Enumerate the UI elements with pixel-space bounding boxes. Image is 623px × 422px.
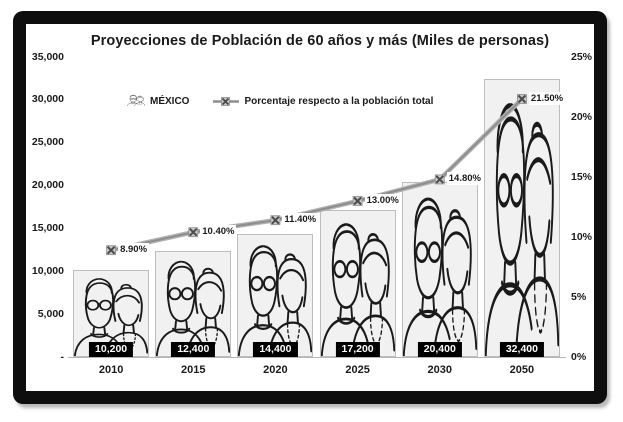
chart-title: Proyecciones de Población de 60 años y m… bbox=[90, 33, 550, 49]
legend-label-percentage: Porcentaje respecto a la población total bbox=[244, 96, 434, 107]
elderly-couple-pictogram bbox=[320, 222, 395, 356]
percentage-data-label: 11.40% bbox=[282, 213, 319, 227]
y-axis-tick-left: 35,000 bbox=[31, 50, 64, 63]
elderly-couple-pictogram bbox=[126, 95, 146, 107]
elderly-couple-icon bbox=[126, 94, 146, 109]
bar-value-label: 10,200 bbox=[89, 342, 134, 357]
elderly-couple-pictogram bbox=[484, 103, 559, 356]
y-axis-tick-right: 15% bbox=[571, 170, 593, 183]
y-axis-tick-left: 20,000 bbox=[31, 179, 64, 192]
y-axis-tick-right: 0% bbox=[571, 350, 587, 363]
elderly-couple-pictogram bbox=[238, 244, 313, 356]
population-bar-2015 bbox=[155, 250, 232, 357]
x-axis-label: 2025 bbox=[345, 364, 370, 376]
percentage-data-label: 14.80% bbox=[446, 172, 483, 186]
x-marker bbox=[270, 215, 281, 226]
y-axis-tick-left: - bbox=[60, 350, 65, 363]
x-marker bbox=[106, 245, 116, 256]
bar-value-label: 17,200 bbox=[335, 342, 380, 357]
y-axis-tick-right: 5% bbox=[571, 290, 587, 303]
x-axis-label: 2020 bbox=[263, 364, 288, 376]
x-marker bbox=[188, 227, 199, 238]
chart-legend: MÉXICO Porcentaje respecto a la població… bbox=[126, 94, 433, 109]
percentage-data-label: 10.40% bbox=[200, 225, 237, 239]
y-axis-tick-left: 10,000 bbox=[31, 264, 64, 277]
x-axis-label: 2015 bbox=[181, 364, 206, 376]
legend-label-mexico: MÉXICO bbox=[150, 96, 190, 107]
x-marker bbox=[352, 196, 363, 206]
x-axis-line bbox=[68, 357, 566, 359]
bar-value-label: 20,400 bbox=[417, 342, 462, 357]
y-axis-tick-left: 15,000 bbox=[31, 221, 64, 234]
percentage-data-label: 21.50% bbox=[528, 92, 566, 105]
line-marker-icon bbox=[213, 96, 240, 107]
bar-value-label: 12,400 bbox=[171, 342, 216, 357]
population-bar-2030 bbox=[401, 182, 478, 357]
bar-value-label: 32,400 bbox=[499, 342, 544, 357]
x-axis-label: 2030 bbox=[427, 364, 452, 376]
percentage-data-label: 8.90% bbox=[118, 243, 150, 257]
bar-value-label: 14,400 bbox=[253, 342, 298, 357]
y-axis-tick-right: 10% bbox=[571, 230, 593, 243]
y-axis-tick-left: 5,000 bbox=[37, 307, 64, 320]
population-bar-2020 bbox=[237, 233, 314, 357]
elderly-couple-pictogram bbox=[402, 197, 477, 356]
population-bar-2050 bbox=[483, 79, 560, 357]
y-axis-tick-left: 25,000 bbox=[31, 136, 64, 149]
x-axis-label: 2050 bbox=[509, 364, 535, 376]
y-axis-tick-left: 30,000 bbox=[31, 93, 64, 106]
y-axis-tick-right: 25% bbox=[571, 50, 593, 63]
x-axis-label: 2010 bbox=[98, 364, 124, 376]
elderly-couple-pictogram bbox=[156, 260, 231, 356]
percentage-data-label: 13.00% bbox=[364, 194, 401, 207]
population-bar-2025 bbox=[319, 209, 396, 357]
legend-item-percentage: Porcentaje respecto a la población total bbox=[213, 96, 433, 107]
y-axis-tick-right: 20% bbox=[571, 110, 593, 123]
legend-item-mexico: MÉXICO bbox=[126, 94, 190, 109]
